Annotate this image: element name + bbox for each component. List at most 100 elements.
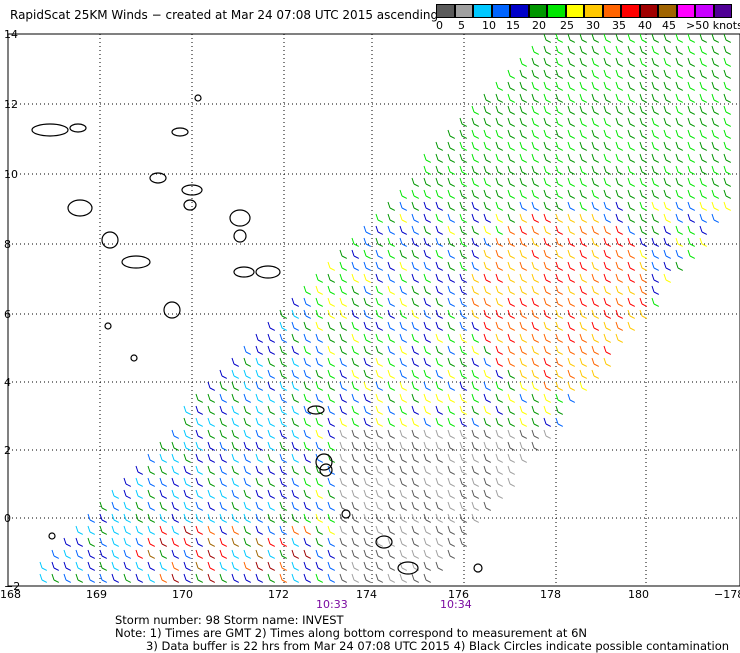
wind-barb [363,309,372,319]
wind-barb [567,297,576,307]
wind-barb [363,321,372,331]
wind-barb [399,405,408,415]
wind-barb [267,489,276,499]
wind-barb [531,213,540,223]
wind-barb [315,489,324,499]
wind-barb [183,501,192,511]
wind-barb [135,477,144,487]
wind-barb [483,489,492,499]
wind-barb [243,393,252,403]
wind-barb [183,513,192,523]
wind-barb [723,117,732,127]
wind-barb [567,69,576,79]
wind-barb [219,417,228,427]
island-outline [194,94,202,102]
wind-barb [339,525,348,535]
wind-barb [579,381,588,391]
wind-barb [375,309,384,319]
wind-barb [267,453,276,463]
wind-barb [159,501,168,511]
wind-barb [411,441,420,451]
wind-barb [231,561,240,571]
wind-barb [327,549,336,559]
wind-barb [219,549,228,559]
wind-barb [555,69,564,79]
wind-barb [51,573,60,583]
wind-barb [315,477,324,487]
wind-barb [171,441,180,451]
wind-barb [279,381,288,391]
wind-barb [363,285,372,295]
wind-barb [531,45,540,55]
wind-barb [627,201,636,211]
wind-barb [291,465,300,475]
wind-barb [699,117,708,127]
wind-barb [447,501,456,511]
wind-barb [435,429,444,439]
wind-barb [423,453,432,463]
wind-barb [543,117,552,127]
wind-barb [675,177,684,187]
wind-barb [447,201,456,211]
wind-barb [495,297,504,307]
wind-barb [435,309,444,319]
wind-barb [459,177,468,187]
wind-barb [195,501,204,511]
wind-barb [111,501,120,511]
wind-barb [567,57,576,67]
wind-barb [243,513,252,523]
wind-barb [639,273,648,283]
wind-barb [339,261,348,271]
wind-barb [207,453,216,463]
wind-barb [651,153,660,163]
wind-barb [519,189,528,199]
wind-barb [339,537,348,547]
wind-barb [495,225,504,235]
wind-barb [459,321,468,331]
wind-barb [543,273,552,283]
wind-barb [543,57,552,67]
wind-barb [675,201,684,211]
wind-barb [387,393,396,403]
wind-barb [243,573,252,583]
wind-barb [303,501,312,511]
wind-barb [423,237,432,247]
island-outline [104,322,112,330]
wind-barb [459,453,468,463]
wind-barb [495,177,504,187]
wind-barb [663,69,672,79]
wind-barb [447,381,456,391]
wind-barb [627,309,636,319]
wind-barb [423,321,432,331]
wind-barb [423,177,432,187]
wind-barb [471,165,480,175]
wind-barb [243,441,252,451]
wind-barb [531,117,540,127]
wind-barb [447,441,456,451]
legend-swatch-9 [602,4,621,18]
wind-barb [675,33,684,43]
wind-barb [615,297,624,307]
wind-barb [363,237,372,247]
wind-barb [399,513,408,523]
wind-barb [435,285,444,295]
wind-barb [123,513,132,523]
wind-barb [591,33,600,43]
wind-barb [579,105,588,115]
wind-barb [411,537,420,547]
wind-barb [399,249,408,259]
wind-barb [99,549,108,559]
wind-barb [87,537,96,547]
wind-barb [351,369,360,379]
wind-barb [579,237,588,247]
wind-barb [543,93,552,103]
wind-barb [603,345,612,355]
wind-barb [483,453,492,463]
wind-barb [507,321,516,331]
wind-barb [447,309,456,319]
wind-barb [483,189,492,199]
wind-barb [627,165,636,175]
wind-barb [147,489,156,499]
wind-barb [411,333,420,343]
wind-barb [591,129,600,139]
